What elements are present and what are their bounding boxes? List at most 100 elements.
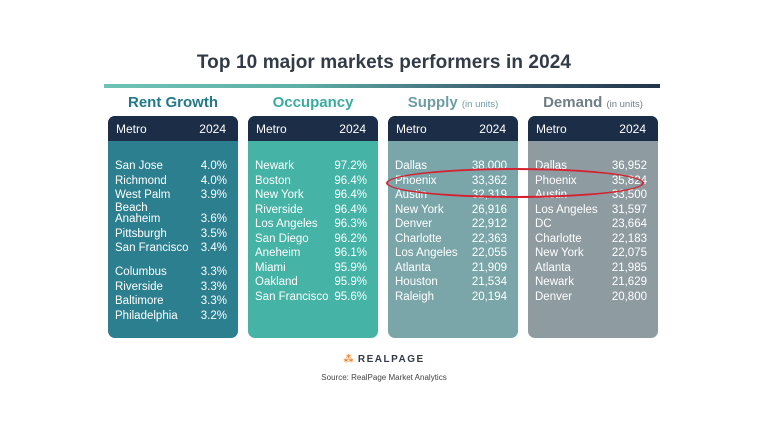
row-metro: Denver	[395, 218, 433, 230]
title-divider	[104, 84, 660, 88]
table-row: Raleigh 20,194	[388, 291, 518, 306]
row-value: 26,916	[471, 203, 507, 216]
brand-mark-icon: ⁂	[343, 354, 354, 365]
row-value: 96.1%	[334, 247, 367, 259]
table-row: Pittsburgh 3.5%	[108, 228, 238, 243]
row-metro: San Diego	[255, 232, 309, 245]
brand-name: REALPAGE	[357, 354, 425, 365]
row-metro: Philadelphia	[115, 309, 178, 322]
chart-title: Top 10 major markets performers in 2024	[196, 52, 572, 73]
row-value: 3.3%	[200, 280, 227, 293]
row-metro: Los Angeles	[395, 247, 458, 259]
table-row: Denver 22,912	[388, 218, 518, 233]
table-row: Charlotte 22,183	[528, 233, 658, 248]
row-value: 20,800	[611, 290, 647, 303]
panel-card: Metro 2024 San Jose 4.0% Richmond 4.0% West Pa…	[108, 116, 238, 338]
row-value: 96.4%	[334, 203, 367, 216]
panel-subheading: (in units)	[606, 99, 643, 110]
row-value: 96.4%	[334, 189, 367, 201]
row-metro: Charlotte	[535, 232, 582, 245]
table-row: Oakland 95.9%	[248, 276, 378, 291]
table-row: Los Angeles 31,597	[528, 204, 658, 219]
column-header-year: 2024	[199, 122, 226, 136]
row-value: 3.9%	[200, 189, 227, 201]
table-row: New York 96.4%	[248, 189, 378, 204]
row-value: 22,075	[611, 247, 647, 259]
column-header-bar: Metro 2024	[388, 116, 518, 141]
table-row: Atlanta 21,985	[528, 262, 658, 277]
row-value: 3.4%	[200, 242, 227, 254]
table-row: Philadelphia 3.2%	[108, 310, 238, 325]
source-note: Source: RealPage Market Analytics	[321, 373, 447, 382]
table-row: DC 23,664	[528, 218, 658, 233]
row-value: 21,985	[611, 261, 647, 274]
row-metro: West Palm Beach	[115, 189, 171, 214]
row-metro: Miami	[255, 261, 286, 274]
table-rows: Dallas 38,000 Phoenix 33,362 Austin 32,319 New…	[388, 160, 518, 305]
panel-heading-text: Demand	[543, 94, 603, 111]
row-metro: Houston	[395, 276, 438, 288]
row-value: 95.6%	[334, 290, 367, 303]
row-metro: Oakland	[255, 276, 298, 288]
table-row: Denver 20,800	[528, 291, 658, 306]
table-row: New York 26,916	[388, 204, 518, 219]
row-value: 95.9%	[334, 261, 367, 274]
table-row: Aneheim 96.1%	[248, 247, 378, 262]
table-row: Riverside 96.4%	[248, 204, 378, 219]
row-value: 22,183	[611, 232, 647, 245]
row-value: 20,194	[471, 290, 507, 303]
row-value: 33,500	[611, 189, 647, 201]
table-row: Atlanta 21,909	[388, 262, 518, 277]
column-header-bar: Metro 2024	[528, 116, 658, 141]
table-rows: Newark 97.2% Boston 96.4% New York 96.4% River…	[248, 160, 378, 305]
column-header-metro: Metro	[116, 122, 147, 136]
table-row: Baltimore 3.3%	[108, 295, 238, 310]
column-header-year: 2024	[339, 122, 366, 136]
table-row: Boston 96.4%	[248, 175, 378, 190]
row-metro: Dallas	[395, 160, 427, 172]
table-row: West Palm Beach 3.9%	[108, 189, 238, 214]
panel-heading: Occupancy	[248, 94, 378, 116]
row-metro: Los Angeles	[535, 203, 598, 216]
row-value: 22,055	[471, 247, 507, 259]
row-value: 96.4%	[334, 174, 367, 187]
row-metro: New York	[395, 203, 444, 216]
column-header-year: 2024	[479, 122, 506, 136]
row-value: 4.0%	[200, 160, 227, 172]
panel-heading: Demand (in units)	[528, 94, 658, 116]
panel-heading-text: Occupancy	[272, 94, 354, 111]
row-metro: Boston	[255, 174, 291, 187]
row-metro: Richmond	[115, 174, 167, 187]
table-row: San Diego 96.2%	[248, 233, 378, 248]
row-metro: San Jose	[115, 160, 163, 172]
table-row: San Francisco 3.4%	[108, 242, 238, 266]
column-header-bar: Metro 2024	[248, 116, 378, 141]
row-value: 3.5%	[200, 227, 227, 240]
row-metro: Aneheim	[255, 247, 301, 259]
panel-subheading: (in units)	[461, 99, 499, 110]
table-row: Newark 97.2%	[248, 160, 378, 175]
row-metro: Newark	[535, 276, 574, 288]
row-value: 3.3%	[200, 295, 227, 307]
table-row: Los Angeles 22,055	[388, 247, 518, 262]
row-value: 97.2%	[334, 160, 367, 172]
panel-card: Metro 2024 Newark 97.2% Boston 96.4% New York 9…	[248, 116, 378, 338]
table-row: New York 22,075	[528, 247, 658, 262]
table-row: Riverside 3.3%	[108, 281, 238, 296]
panel-card: Metro 2024 Dallas 36,952 Phoenix 35,824 Austin…	[528, 116, 658, 338]
phoenix-highlight-ellipse	[386, 168, 644, 198]
table-row: Charlotte 22,363	[388, 233, 518, 248]
panel-heading-text: Supply	[407, 94, 458, 111]
row-metro: Pittsburgh	[115, 227, 167, 240]
row-metro: Charlotte	[395, 232, 442, 245]
table-row: Anaheim 3.6%	[108, 213, 238, 228]
column-header-bar: Metro 2024	[108, 116, 238, 141]
table-rows: San Jose 4.0% Richmond 4.0% West Palm Beach 3…	[108, 160, 238, 324]
panel-rent: Rent Growth Metro 2024 San Jose 4.0% Richmond…	[108, 94, 238, 338]
row-value: 22,363	[471, 232, 507, 245]
panel-heading-text: Rent Growth	[128, 94, 218, 111]
row-value: 36,952	[611, 160, 647, 172]
panel-demand: Demand (in units) Metro 2024 Dallas 36,952 Ph…	[528, 94, 658, 338]
row-metro: San Francisco	[255, 290, 329, 303]
table-row: San Francisco 95.6%	[248, 291, 378, 306]
